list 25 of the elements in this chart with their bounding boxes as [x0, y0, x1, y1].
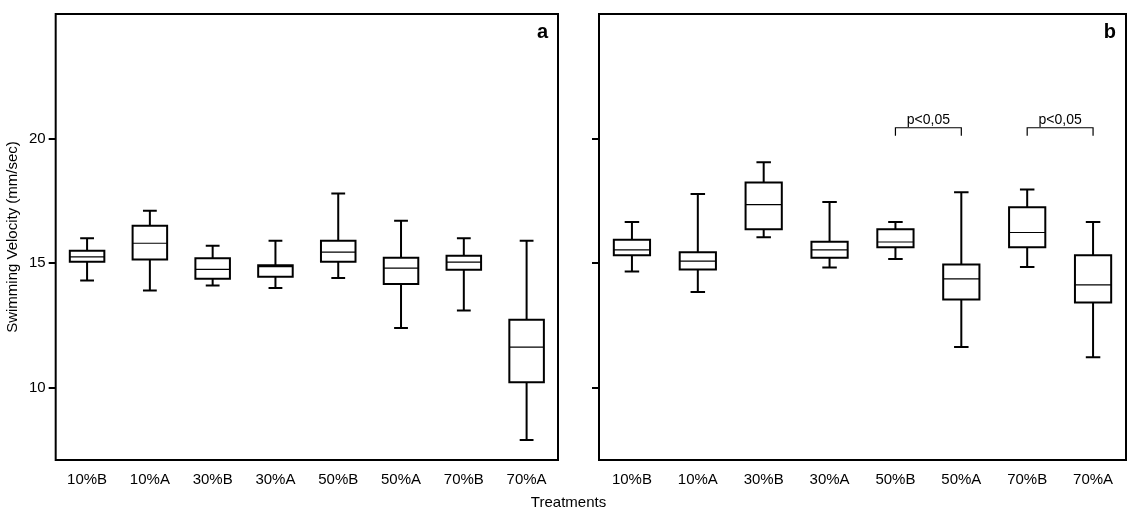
y-tick-label: 15 [29, 253, 46, 271]
y-axis-title: Swimming Velocity (mm/sec) [3, 141, 21, 333]
x-tick-label: 50%B [318, 470, 359, 488]
x-tick-label: 10%A [129, 470, 170, 488]
x-tick-label: 30%A [809, 470, 850, 488]
y-tick-label: 20 [29, 128, 46, 146]
x-tick-label: 50%B [875, 470, 916, 488]
y-tick-label: 10 [29, 377, 46, 395]
annotation: a [536, 19, 549, 42]
x-tick-label: 10%A [677, 470, 718, 488]
annotation: p<0,05 [906, 110, 951, 127]
x-tick-label: 70%A [506, 470, 547, 488]
x-tick-label: 10%B [67, 470, 108, 488]
x-tick-label: 10%B [611, 470, 652, 488]
x-tick-label: 70%B [1007, 470, 1048, 488]
x-tick-label: 50%A [941, 470, 982, 488]
x-tick-label: 30%B [192, 470, 233, 488]
x-tick-label: 30%A [255, 470, 296, 488]
annotation: b [1103, 19, 1116, 42]
annotation: p<0,05 [1038, 110, 1082, 127]
x-axis-title: Treatments [529, 492, 608, 512]
x-tick-label: 70%A [1073, 470, 1114, 488]
x-tick-label: 30%B [743, 470, 784, 488]
x-tick-label: 70%B [443, 470, 484, 488]
x-tick-label: 50%A [381, 470, 422, 488]
